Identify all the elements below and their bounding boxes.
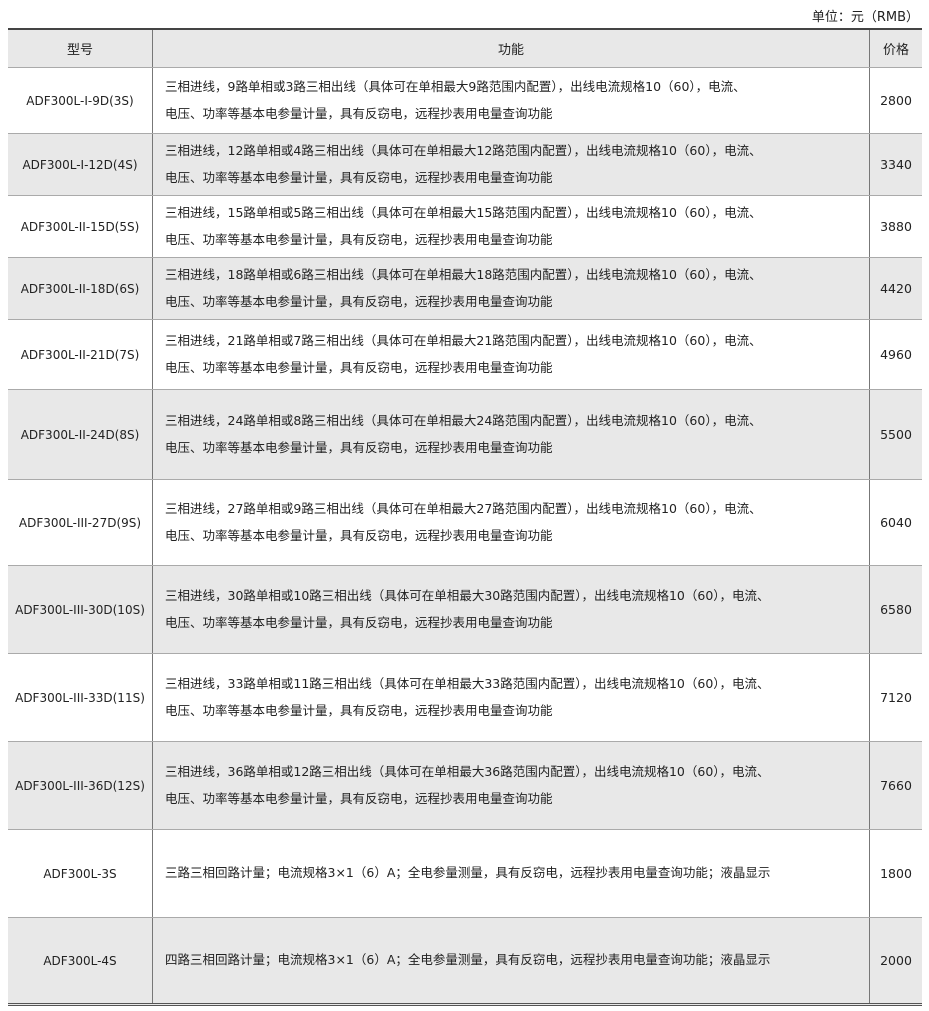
model-cell: ADF300L-I-12D(4S): [8, 133, 153, 196]
price-cell: 2000: [869, 917, 922, 1005]
function-cell: 三相进线，15路单相或5路三相出线（具体可在单相最大15路范围内配置），出线电流…: [152, 195, 870, 258]
function-line-2: 电压、功率等基本电参量计量，具有反窃电，远程抄表用电量查询功能: [165, 231, 553, 247]
function-cell: 三相进线，18路单相或6路三相出线（具体可在单相最大18路范围内配置），出线电流…: [152, 257, 870, 320]
function-line-1: 三路三相回路计量；电流规格3×1（6）A；全电参量测量，具有反窃电，远程抄表用电…: [165, 865, 771, 881]
function-line-1: 三相进线，30路单相或10路三相出线（具体可在单相最大30路范围内配置），出线电…: [165, 588, 770, 604]
header-price: 价格: [869, 29, 922, 68]
price-cell: 3340: [869, 133, 922, 196]
function-line-1: 三相进线，15路单相或5路三相出线（具体可在单相最大15路范围内配置），出线电流…: [165, 205, 762, 221]
model-cell: ADF300L-II-18D(6S): [8, 257, 153, 320]
price-cell: 5500: [869, 389, 922, 480]
function-cell: 三相进线，36路单相或12路三相出线（具体可在单相最大36路范围内配置），出线电…: [152, 741, 870, 830]
function-line-1: 三相进线，33路单相或11路三相出线（具体可在单相最大33路范围内配置），出线电…: [165, 676, 770, 692]
table-row: ADF300L-4S 四路三相回路计量；电流规格3×1（6）A；全电参量测量，具…: [8, 917, 922, 1005]
table-body: ADF300L-I-9D(3S) 三相进线，9路单相或3路三相出线（具体可在单相…: [8, 67, 922, 1005]
function-line-2: 电压、功率等基本电参量计量，具有反窃电，远程抄表用电量查询功能: [165, 105, 553, 121]
model-cell: ADF300L-II-21D(7S): [8, 319, 153, 390]
table-row: ADF300L-II-24D(8S) 三相进线，24路单相或8路三相出线（具体可…: [8, 389, 922, 480]
price-cell: 1800: [869, 829, 922, 918]
function-cell: 三相进线，12路单相或4路三相出线（具体可在单相最大12路范围内配置），出线电流…: [152, 133, 870, 196]
price-cell: 4420: [869, 257, 922, 320]
function-line-1: 三相进线，21路单相或7路三相出线（具体可在单相最大21路范围内配置），出线电流…: [165, 333, 762, 349]
price-cell: 6580: [869, 565, 922, 654]
function-line-1: 三相进线，9路单相或3路三相出线（具体可在单相最大9路范围内配置），出线电流规格…: [165, 79, 746, 95]
function-line-2: 电压、功率等基本电参量计量，具有反窃电，远程抄表用电量查询功能: [165, 614, 553, 630]
model-cell: ADF300L-II-15D(5S): [8, 195, 153, 258]
function-line-1: 三相进线，12路单相或4路三相出线（具体可在单相最大12路范围内配置），出线电流…: [165, 143, 762, 159]
price-cell: 4960: [869, 319, 922, 390]
function-cell: 四路三相回路计量；电流规格3×1（6）A；全电参量测量，具有反窃电，远程抄表用电…: [152, 917, 870, 1005]
function-line-2: 电压、功率等基本电参量计量，具有反窃电，远程抄表用电量查询功能: [165, 702, 553, 718]
function-line-1: 三相进线，36路单相或12路三相出线（具体可在单相最大36路范围内配置），出线电…: [165, 764, 770, 780]
unit-label: 单位：元（RMB）: [811, 10, 919, 25]
table-row: ADF300L-III-36D(12S) 三相进线，36路单相或12路三相出线（…: [8, 741, 922, 830]
table-row: ADF300L-II-21D(7S) 三相进线，21路单相或7路三相出线（具体可…: [8, 319, 922, 390]
function-line-2: 电压、功率等基本电参量计量，具有反窃电，远程抄表用电量查询功能: [165, 359, 553, 375]
model-cell: ADF300L-III-27D(9S): [8, 479, 153, 566]
table-row: ADF300L-III-30D(10S) 三相进线，30路单相或10路三相出线（…: [8, 565, 922, 654]
table-row: ADF300L-II-15D(5S) 三相进线，15路单相或5路三相出线（具体可…: [8, 195, 922, 258]
model-cell: ADF300L-II-24D(8S): [8, 389, 153, 480]
function-line-2: 电压、功率等基本电参量计量，具有反窃电，远程抄表用电量查询功能: [165, 293, 553, 309]
function-cell: 三相进线，24路单相或8路三相出线（具体可在单相最大24路范围内配置），出线电流…: [152, 389, 870, 480]
table-row: ADF300L-3S 三路三相回路计量；电流规格3×1（6）A；全电参量测量，具…: [8, 829, 922, 918]
function-line-1: 三相进线，18路单相或6路三相出线（具体可在单相最大18路范围内配置），出线电流…: [165, 267, 762, 283]
price-cell: 2800: [869, 67, 922, 134]
table-header-row: 型号 功能 价格: [8, 29, 922, 68]
model-cell: ADF300L-3S: [8, 829, 153, 918]
function-cell: 三路三相回路计量；电流规格3×1（6）A；全电参量测量，具有反窃电，远程抄表用电…: [152, 829, 870, 918]
function-cell: 三相进线，27路单相或9路三相出线（具体可在单相最大27路范围内配置），出线电流…: [152, 479, 870, 566]
function-line-2: 电压、功率等基本电参量计量，具有反窃电，远程抄表用电量查询功能: [165, 790, 553, 806]
model-cell: ADF300L-III-36D(12S): [8, 741, 153, 830]
function-cell: 三相进线，9路单相或3路三相出线（具体可在单相最大9路范围内配置），出线电流规格…: [152, 67, 870, 134]
model-cell: ADF300L-III-30D(10S): [8, 565, 153, 654]
function-cell: 三相进线，33路单相或11路三相出线（具体可在单相最大33路范围内配置），出线电…: [152, 653, 870, 742]
function-cell: 三相进线，30路单相或10路三相出线（具体可在单相最大30路范围内配置），出线电…: [152, 565, 870, 654]
header-function: 功能: [152, 29, 870, 68]
table-row: ADF300L-I-12D(4S) 三相进线，12路单相或4路三相出线（具体可在…: [8, 133, 922, 196]
table-row: ADF300L-II-18D(6S) 三相进线，18路单相或6路三相出线（具体可…: [8, 257, 922, 320]
price-cell: 7120: [869, 653, 922, 742]
header-model: 型号: [8, 29, 153, 68]
price-table: 型号 功能 价格 ADF300L-I-9D(3S) 三相进线，9路单相或3路三相…: [8, 28, 922, 1006]
model-cell: ADF300L-III-33D(11S): [8, 653, 153, 742]
function-line-1: 三相进线，24路单相或8路三相出线（具体可在单相最大24路范围内配置），出线电流…: [165, 413, 762, 429]
price-cell: 3880: [869, 195, 922, 258]
function-cell: 三相进线，21路单相或7路三相出线（具体可在单相最大21路范围内配置），出线电流…: [152, 319, 870, 390]
function-line-1: 四路三相回路计量；电流规格3×1（6）A；全电参量测量，具有反窃电，远程抄表用电…: [165, 952, 771, 968]
price-cell: 7660: [869, 741, 922, 830]
function-line-2: 电压、功率等基本电参量计量，具有反窃电，远程抄表用电量查询功能: [165, 169, 553, 185]
price-cell: 6040: [869, 479, 922, 566]
function-line-2: 电压、功率等基本电参量计量，具有反窃电，远程抄表用电量查询功能: [165, 439, 553, 455]
table-row: ADF300L-I-9D(3S) 三相进线，9路单相或3路三相出线（具体可在单相…: [8, 67, 922, 134]
model-cell: ADF300L-4S: [8, 917, 153, 1005]
model-cell: ADF300L-I-9D(3S): [8, 67, 153, 134]
function-line-2: 电压、功率等基本电参量计量，具有反窃电，远程抄表用电量查询功能: [165, 527, 553, 543]
table-row: ADF300L-III-33D(11S) 三相进线，33路单相或11路三相出线（…: [8, 653, 922, 742]
table-row: ADF300L-III-27D(9S) 三相进线，27路单相或9路三相出线（具体…: [8, 479, 922, 566]
function-line-1: 三相进线，27路单相或9路三相出线（具体可在单相最大27路范围内配置），出线电流…: [165, 501, 762, 517]
